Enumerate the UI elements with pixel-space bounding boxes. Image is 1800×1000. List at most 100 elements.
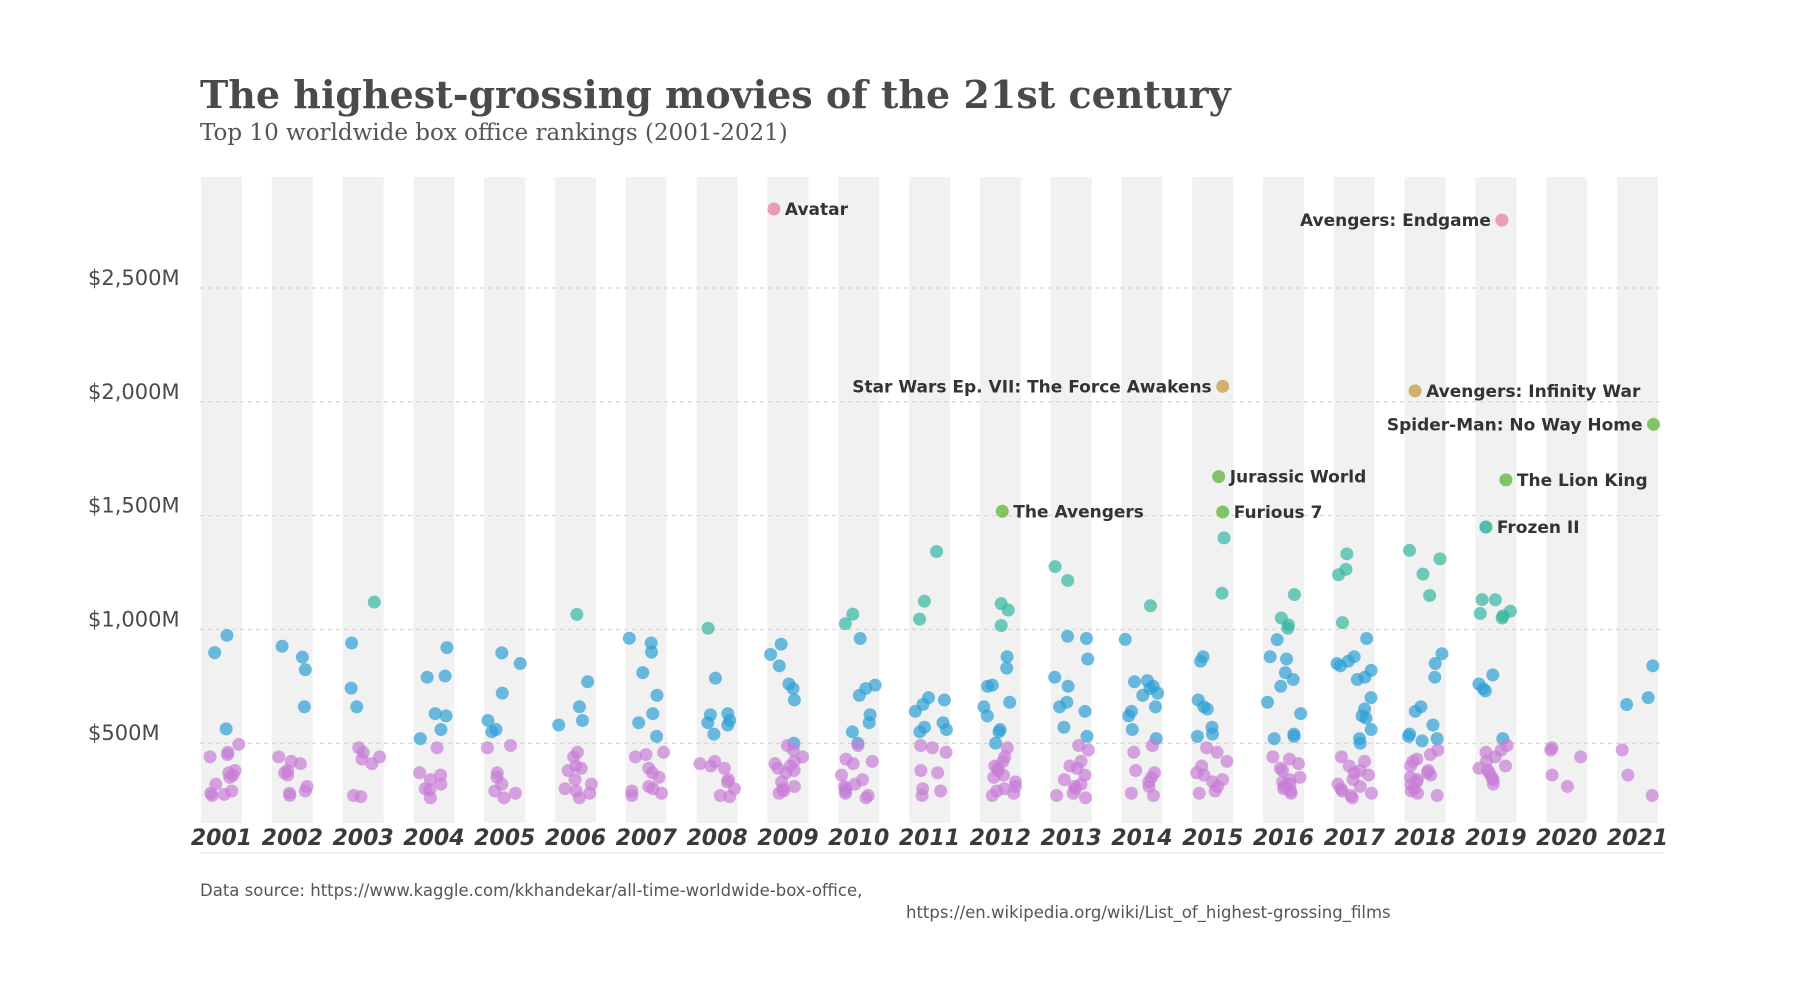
- movie-point: [985, 789, 999, 803]
- annotation-label: Avengers: Infinity War: [1426, 382, 1641, 402]
- movie-point: [1127, 745, 1141, 759]
- movie-point: [772, 659, 786, 673]
- movie-point: [1136, 688, 1150, 702]
- movie-point: [1143, 599, 1157, 613]
- movie-point: [1274, 679, 1288, 693]
- annotation-label: The Lion King: [1517, 471, 1648, 491]
- movie-point: [1057, 720, 1071, 734]
- movie-point: [939, 723, 953, 737]
- movie-point: [701, 716, 715, 730]
- year-band-2021: [1617, 177, 1658, 823]
- movie-point: [628, 750, 642, 764]
- movie-point: [1287, 588, 1301, 602]
- movie-point: [413, 732, 427, 746]
- movie-point: [859, 791, 873, 805]
- movie-point: [1146, 789, 1160, 803]
- movie-point: [1286, 672, 1300, 686]
- movie-point: [205, 789, 219, 803]
- movie-point: [1210, 745, 1224, 759]
- movie-point: [1486, 777, 1500, 791]
- movie-point: [708, 671, 722, 685]
- movie-point: [1280, 652, 1294, 666]
- movie-point: [996, 768, 1010, 782]
- x-tick-label-2012: 2012: [970, 826, 1031, 851]
- movie-point: [834, 768, 848, 782]
- movie-point: [513, 657, 527, 671]
- movie-point: [987, 770, 1001, 784]
- movie-point: [1190, 729, 1204, 743]
- movie-point: [1001, 603, 1015, 617]
- annotation-label: Avatar: [785, 200, 849, 220]
- movie-point: [365, 757, 379, 771]
- movie-point: [1402, 729, 1416, 743]
- movie-point: [1267, 732, 1281, 746]
- movie-point: [908, 704, 922, 718]
- x-tick-label-2010: 2010: [828, 826, 889, 851]
- movie-point: [851, 738, 865, 752]
- movie-point: [434, 777, 448, 791]
- movie-point: [772, 786, 786, 800]
- y-tick-label-500: $500M: [88, 721, 160, 745]
- movie-point: [650, 688, 664, 702]
- movie-point: [1057, 773, 1071, 787]
- movie-point: [295, 650, 309, 664]
- annotation-label: The Avengers: [1013, 502, 1144, 522]
- movie-point: [657, 745, 671, 759]
- movie-point: [1403, 543, 1417, 557]
- highlight-point: [1216, 505, 1230, 519]
- movie-point: [1287, 729, 1301, 743]
- movie-point: [293, 757, 307, 771]
- movie-point: [1217, 531, 1231, 545]
- annotation-label: Avengers: Endgame: [1300, 211, 1491, 231]
- movie-point: [913, 725, 927, 739]
- movie-point: [1435, 647, 1449, 661]
- movie-point: [232, 737, 246, 751]
- movie-point: [552, 718, 566, 732]
- movie-point: [1293, 770, 1307, 784]
- movie-point: [350, 700, 364, 714]
- movie-point: [298, 784, 312, 798]
- movie-point: [1079, 632, 1093, 646]
- movie-point: [644, 636, 658, 650]
- movie-point: [1050, 789, 1064, 803]
- movie-point: [701, 621, 715, 635]
- movie-point: [1433, 552, 1447, 566]
- year-band-2004: [413, 177, 455, 823]
- movie-point: [862, 716, 876, 730]
- year-band-2019: [1475, 177, 1517, 823]
- movie-point: [693, 757, 707, 771]
- movie-point: [1148, 700, 1162, 714]
- movie-point: [354, 790, 368, 804]
- y-tick-label-1500: $1,500M: [88, 494, 180, 518]
- movie-point: [1404, 759, 1418, 773]
- movie-point: [994, 619, 1008, 633]
- movie-point: [1192, 786, 1206, 800]
- movie-point: [574, 761, 588, 775]
- movie-point: [914, 764, 928, 778]
- movie-point: [1061, 629, 1075, 643]
- movie-point: [787, 779, 801, 793]
- y-axis: $500M $1,000M $1,500M $2,000M $2,500M: [88, 266, 180, 745]
- movie-point: [1061, 573, 1075, 587]
- x-tick-label-2009: 2009: [757, 826, 818, 851]
- movie-point: [1428, 670, 1442, 684]
- movie-point: [636, 666, 650, 680]
- movie-point: [1621, 768, 1635, 782]
- movie-point: [838, 617, 852, 631]
- movie-point: [1066, 786, 1080, 800]
- x-tick-label-2005: 2005: [474, 826, 535, 851]
- highlight-point: [1499, 473, 1513, 487]
- movie-point: [575, 713, 589, 727]
- movie-point: [568, 773, 582, 787]
- x-tick-label-2001: 2001: [191, 826, 252, 851]
- movie-point: [1498, 759, 1512, 773]
- movie-point: [1362, 768, 1376, 782]
- movie-point: [481, 713, 495, 727]
- movie-point: [1473, 606, 1487, 620]
- chart-subtitle: Top 10 worldwide box office rankings (20…: [200, 120, 788, 146]
- year-band-2015: [1192, 177, 1234, 823]
- movie-point: [846, 757, 860, 771]
- highlight-point: [1495, 213, 1509, 227]
- movie-point: [865, 754, 879, 768]
- movie-point: [344, 681, 358, 695]
